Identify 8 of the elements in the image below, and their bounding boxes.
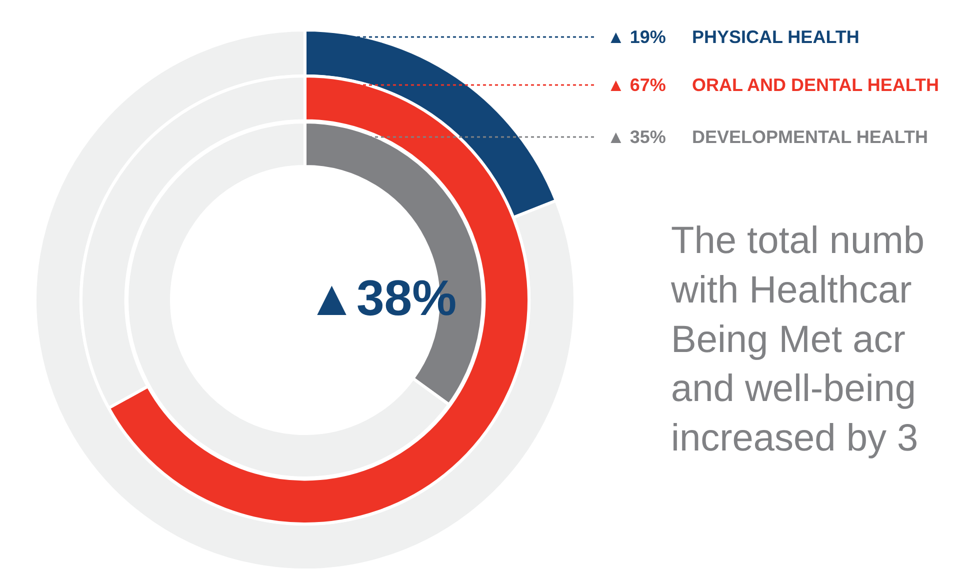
slice-label: ORAL AND DENTAL HEALTH — [692, 75, 939, 95]
slice-label: DEVELOPMENTAL HEALTH — [692, 127, 928, 147]
slice-label: PHYSICAL HEALTH — [692, 27, 860, 47]
text: ▲38% — [307, 270, 457, 326]
data-label: ▲ 19% — [607, 27, 666, 47]
data-label: ▲ 35% — [607, 127, 666, 147]
data-label: ▲ 67% — [607, 75, 666, 95]
text: The total numb with Healthcar Being Met acr and well-being increased by 3 — [670, 220, 924, 460]
